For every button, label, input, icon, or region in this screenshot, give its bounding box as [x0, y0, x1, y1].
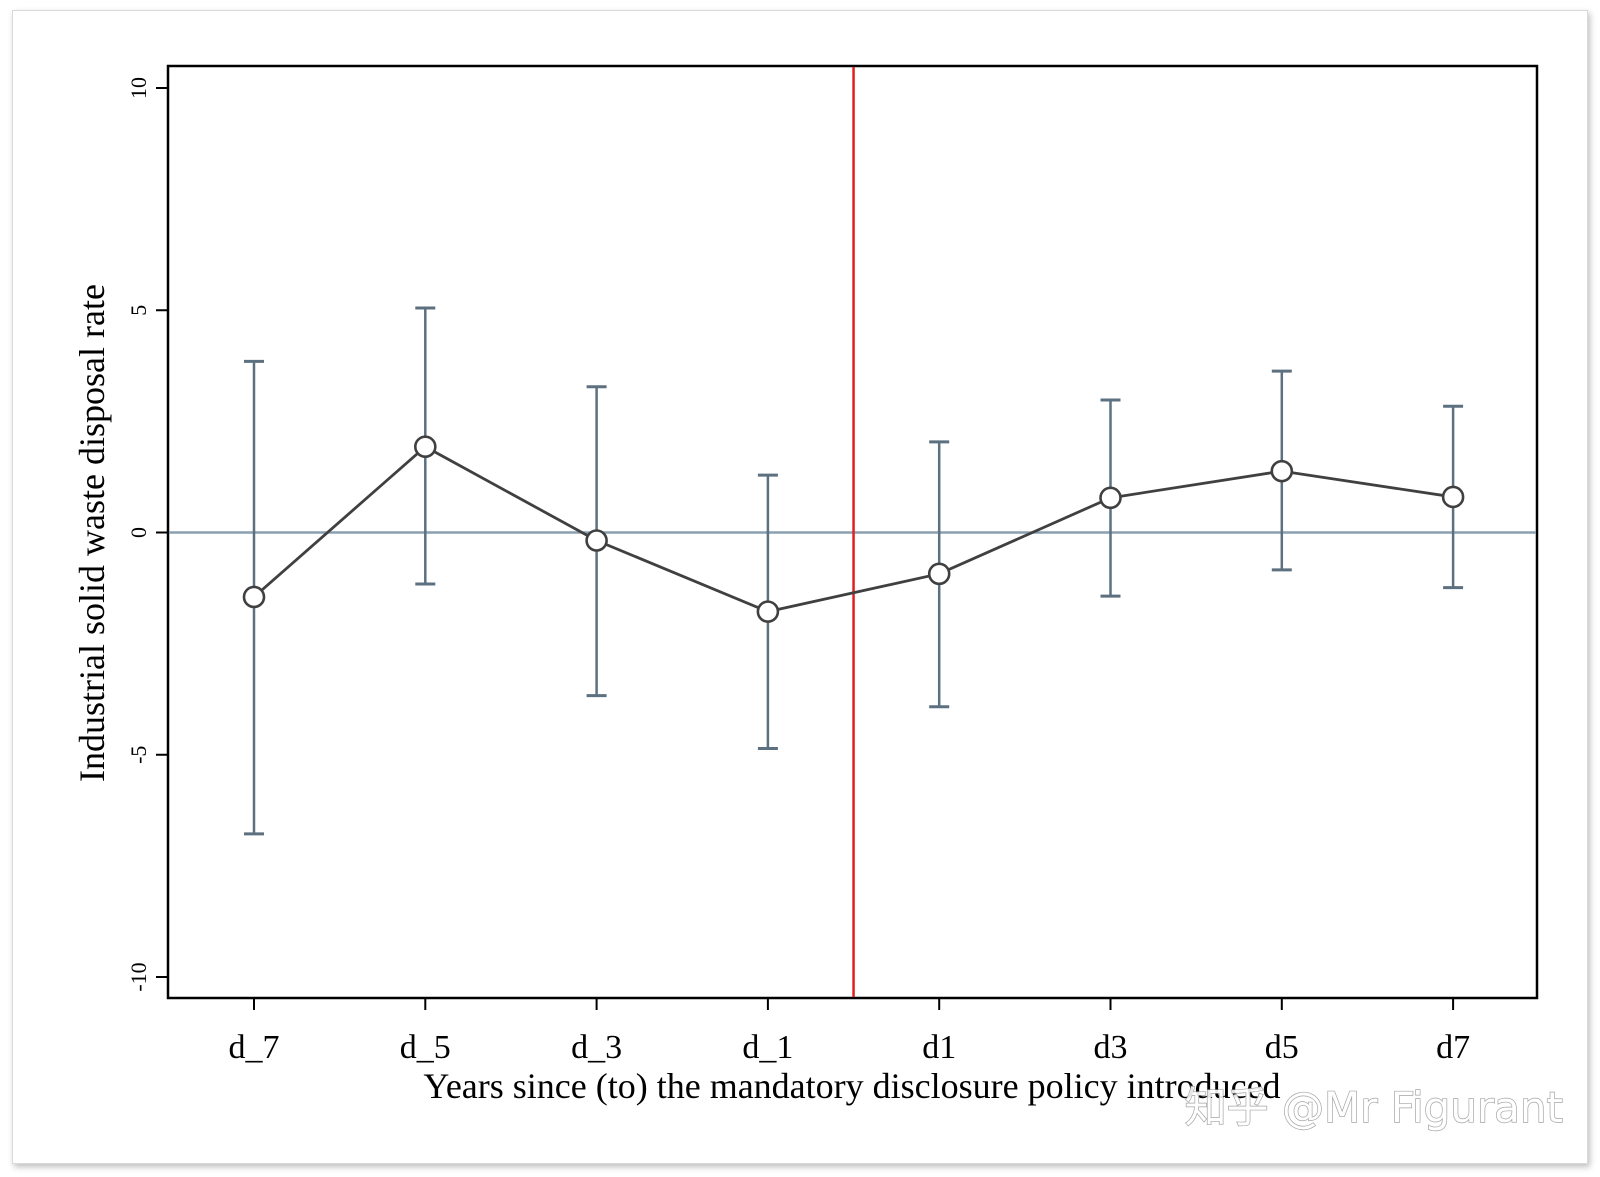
y-tick-label: -10: [126, 962, 151, 991]
reference-lines: [169, 67, 1536, 997]
x-axis-ticks: d_7 d_5 d_3 d_1 d1 d3 d5 d7: [229, 998, 1470, 1066]
point-markers: [242, 435, 1465, 623]
x-tick-label: d7: [1436, 1029, 1470, 1066]
data-point: [1441, 485, 1465, 509]
y-axis-title: Industrial solid waste disposal rate: [72, 284, 112, 782]
x-axis-title: Years since (to) the mandatory disclosur…: [423, 1066, 1280, 1106]
data-point: [242, 585, 266, 609]
data-point: [1270, 459, 1294, 483]
watermark-text: 知乎 @Mr Figurant: [1185, 1083, 1563, 1132]
data-point: [585, 529, 608, 552]
y-tick-label: 0: [126, 527, 151, 538]
data-point: [927, 562, 951, 586]
x-tick-label: d3: [1094, 1029, 1128, 1066]
x-tick-label: d_3: [571, 1029, 622, 1066]
data-point: [413, 435, 437, 459]
y-tick-label: 10: [126, 77, 151, 99]
y-tick-label: -5: [126, 746, 151, 764]
x-tick-label: d_7: [229, 1029, 280, 1066]
y-axis-ticks: -10 -5 0 5 10: [126, 77, 168, 992]
x-tick-label: d_5: [400, 1029, 451, 1066]
series-line-group: [253, 445, 1454, 614]
x-tick-label: d5: [1265, 1029, 1299, 1066]
data-point: [756, 600, 780, 623]
data-point: [1099, 486, 1122, 510]
x-tick-label: d1: [922, 1029, 956, 1066]
y-tick-label: 5: [126, 305, 151, 316]
x-tick-label: d_1: [742, 1029, 793, 1066]
series-line: [253, 445, 1454, 614]
